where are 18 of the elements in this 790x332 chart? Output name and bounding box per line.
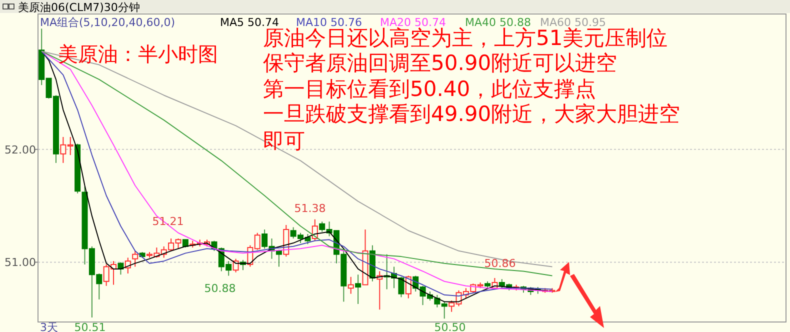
annotation: 51.38 bbox=[294, 202, 326, 215]
annotation: 50.51 bbox=[74, 321, 106, 332]
y-tick-label: 51.00 bbox=[4, 256, 36, 270]
chart-title: 美原油06(CLM7)30分钟 bbox=[18, 1, 140, 14]
annotation: 即可 bbox=[263, 129, 305, 153]
annotation: 原油今日还以高空为主，上方51美元压制位 bbox=[263, 26, 668, 50]
annotation: 3天 bbox=[40, 321, 58, 332]
annotation: 美原油：半小时图 bbox=[58, 42, 218, 66]
annotation: 50.50 bbox=[434, 321, 466, 332]
chart-subtitle: MA组合(5,10,20,40,60,0) bbox=[40, 16, 176, 29]
annotation: 一旦跌破支撑看到49.90附近，大家大胆进空 bbox=[263, 102, 680, 126]
y-tick-label: 52.00 bbox=[4, 143, 36, 156]
annotation: 保守者原油回调至50.90附近可以进空 bbox=[263, 51, 618, 75]
annotation: 第一目标位看到50.40，此位支撑点 bbox=[263, 77, 596, 101]
text: MA10 50.76 bbox=[296, 16, 362, 29]
annotation: 50.88 bbox=[204, 282, 236, 295]
annotation: 50.86 bbox=[484, 257, 516, 270]
text: MA5 50.74 bbox=[220, 16, 280, 29]
